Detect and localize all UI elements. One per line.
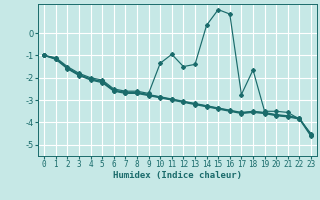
X-axis label: Humidex (Indice chaleur): Humidex (Indice chaleur) [113,171,242,180]
